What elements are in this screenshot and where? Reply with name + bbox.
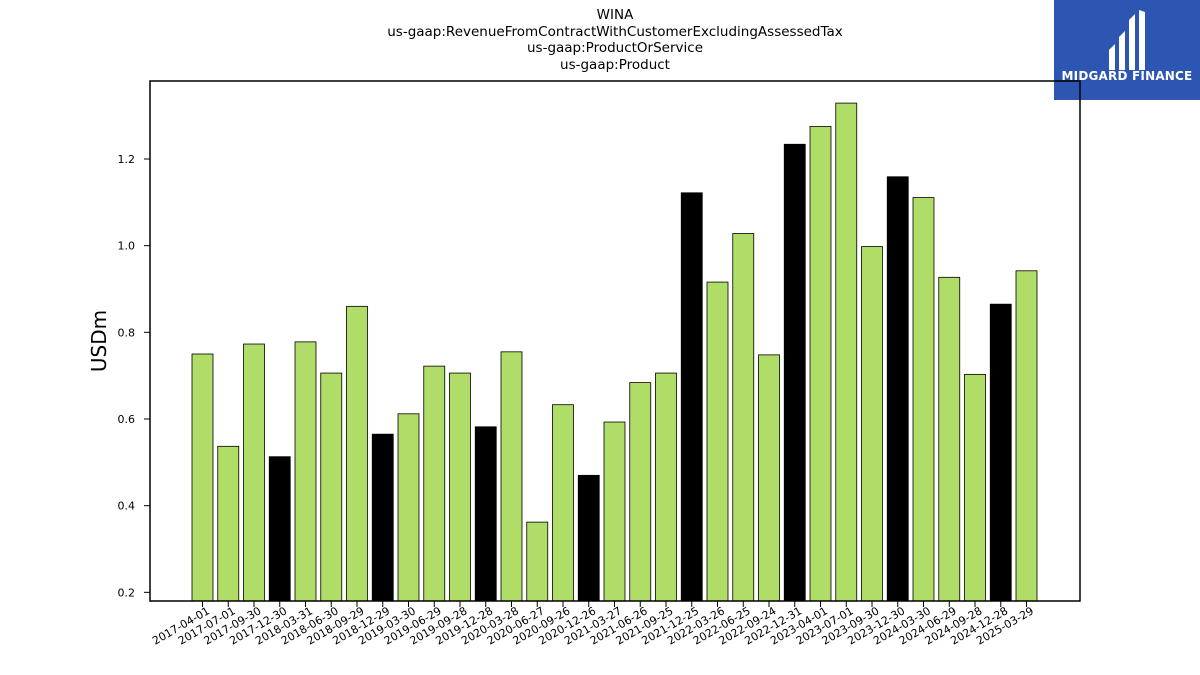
bar-2021-12-25 [680,192,703,602]
bar-2017-12-30 [268,456,291,602]
bars-group [191,102,1038,602]
logo-text: MIDGARD FINANCE [1061,69,1193,83]
bar-2024-06-29 [938,276,961,602]
y-tick-label: 1.2 [118,153,136,166]
bar-2025-03-29 [1015,270,1038,602]
logo-mark-icon [1109,10,1145,70]
title-line-ticker: WINA [596,7,634,23]
y-tick-label: 0.4 [118,500,136,513]
chart-title: WINA us-gaap:RevenueFromContractWithCust… [150,7,1080,73]
bar-2023-12-30 [886,176,909,602]
plot-frame [149,80,1081,602]
bar-2023-04-01 [809,126,832,602]
bar-2022-12-31 [783,143,806,602]
bar-2024-12-28 [989,303,1012,602]
title-line-axis: us-gaap:ProductOrService [526,40,704,56]
bar-2019-09-28 [449,372,471,602]
title-line-concept: us-gaap:RevenueFromContractWithCustomerE… [387,23,843,40]
bar-2019-06-29 [423,365,446,602]
bar-2017-07-01 [217,445,240,602]
bar-2024-03-30 [912,197,935,602]
midgard-finance-logo: MIDGARD FINANCE [1054,0,1200,100]
bar-2022-06-25 [732,233,755,602]
bar-2024-09-28 [964,373,986,602]
bar-2023-09-30 [861,246,883,602]
bar-2018-09-29 [346,305,368,602]
bar-2021-09-25 [655,372,677,602]
bar-2020-06-27 [526,521,549,602]
bar-2019-03-30 [397,413,420,602]
bar-2020-09-26 [552,404,574,602]
bar-2017-09-30 [243,343,265,602]
y-tick-label: 1.0 [118,240,136,253]
bar-2021-03-27 [603,421,626,602]
bar-2022-03-26 [706,281,729,602]
y-tick-label: 0.2 [118,586,136,599]
x-axis: 2017-04-012017-07-012017-09-302017-12-30… [150,601,1036,648]
bar-2020-12-26 [577,474,600,602]
bar-2017-04-01 [191,353,214,602]
bar-2022-09-24 [758,354,780,602]
title-line-member: us-gaap:Product [560,56,670,73]
bar-2021-06-26 [629,382,652,602]
y-axis-label: USDm [87,310,111,372]
y-tick-label: 0.8 [118,326,136,339]
bar-2018-03-31 [294,341,317,602]
y-axis: 0.2 0.4 0.6 0.8 1.0 1.2 [118,153,150,599]
bar-2019-12-28 [474,426,497,602]
bar-2018-12-29 [371,433,394,602]
bar-2018-06-30 [320,372,343,602]
bar-2023-07-01 [835,102,858,602]
bar-2020-03-28 [500,351,523,602]
y-tick-label: 0.6 [118,413,136,426]
